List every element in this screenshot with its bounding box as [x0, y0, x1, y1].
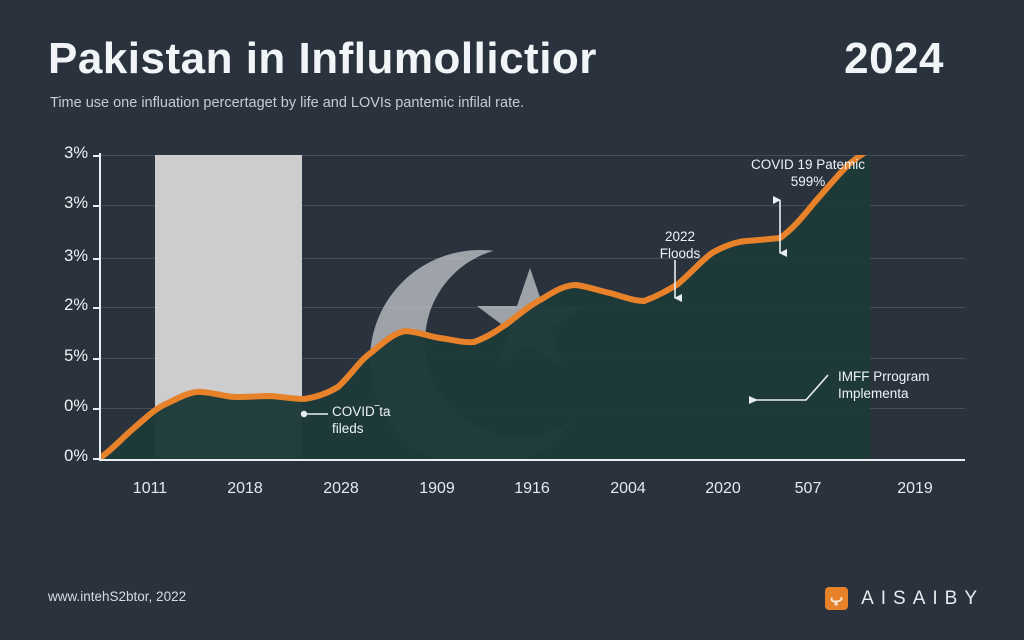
y-tick-label: 0% [64, 397, 88, 415]
annotation-2022-floods: 2022 Floods [659, 229, 701, 262]
x-tick-label: 2018 [227, 480, 263, 497]
page-subtitle: Time use one influation percertaget by l… [50, 95, 525, 111]
gridline [100, 358, 965, 359]
brand-mark-icon: ڀ [825, 587, 849, 610]
x-axis-labels: 1011 2018 2028 1909 1916 2004 2020 507 2… [10, 480, 1014, 508]
y-tick [93, 358, 101, 360]
brand-name-label: AISAIBY [861, 587, 984, 609]
brand-logo: ڀ AISAIBY [825, 587, 984, 610]
y-axis-line [99, 153, 101, 460]
x-tick-label: 2028 [323, 480, 359, 497]
gridline [100, 258, 965, 259]
x-tick-label: 2004 [610, 480, 646, 497]
infographic-card: Pakistan in Influmollictior 2024 Time us… [10, 10, 1014, 630]
annotation-imf-program: IMFF Prrogram Implementa [838, 369, 930, 402]
y-tick-label: 5% [64, 347, 88, 365]
y-axis-labels: 3% 3% 3% 2% 5% 0% 0% [22, 10, 88, 630]
x-tick-label: 507 [794, 480, 822, 497]
inflation-line-chart: 3% 3% 3% 2% 5% 0% 0% 1011 2018 2028 1909… [10, 10, 1014, 630]
gridline [100, 408, 965, 409]
x-tick-label: 2020 [705, 480, 741, 497]
x-tick-label: 2019 [897, 480, 933, 497]
header-year: 2024 [844, 34, 944, 83]
y-tick [93, 258, 101, 260]
x-axis-line [99, 459, 965, 461]
gridline [100, 205, 965, 206]
gridline [100, 307, 965, 308]
y-tick [93, 408, 101, 410]
y-tick-label: 3% [64, 194, 88, 212]
annotation-covid-pandemic: COVID 19 Patemic 599% [750, 157, 866, 190]
x-tick-label: 1916 [514, 480, 550, 497]
y-tick-label: 2% [64, 296, 88, 314]
y-tick-label: 3% [64, 144, 88, 162]
header: Pakistan in Influmollictior 2024 Time us… [48, 22, 984, 117]
plot-area [100, 155, 965, 458]
annotation-covid-fields: COVID‾ta fileds [332, 404, 391, 437]
y-tick [93, 155, 101, 157]
y-tick-label: 0% [64, 447, 88, 465]
y-tick [93, 458, 101, 460]
x-tick-label: 1011 [132, 480, 168, 497]
source-text: www.intehS2btor, 2022 [48, 589, 187, 604]
page-title: Pakistan in Influmollictior [48, 34, 597, 83]
y-tick [93, 205, 101, 207]
x-tick-label: 1909 [419, 480, 455, 497]
y-tick-label: 3% [64, 247, 88, 265]
y-tick [93, 307, 101, 309]
